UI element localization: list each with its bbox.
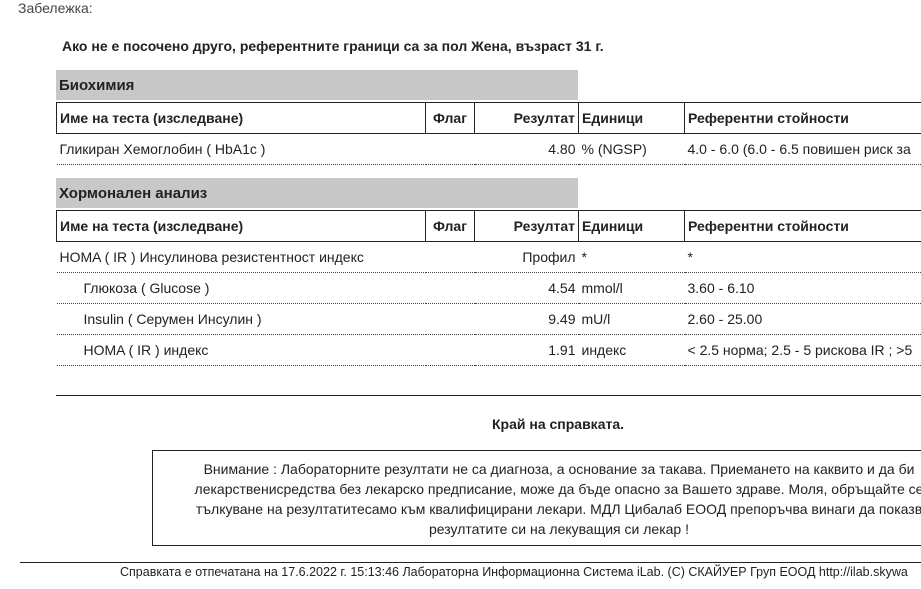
disclaimer-line: Внимание : Лабораторните резултати не са…	[203, 461, 915, 477]
flag	[425, 303, 475, 335]
col-header: Име на теста (изследване)	[56, 210, 426, 242]
test-name: Гликиран Хемоглобин ( HbA1c )	[56, 133, 426, 165]
reference: 3.60 - 6.10	[684, 272, 921, 304]
col-header: Резултат	[474, 102, 579, 134]
disclaimer-line: лекарственисредства без лекарско предпис…	[194, 481, 921, 497]
divider	[56, 395, 921, 396]
test-name: Insulin ( Серумен Инсулин )	[56, 303, 426, 335]
col-header: Референтни стойности	[684, 210, 921, 242]
section-title: Биохимия	[56, 70, 578, 100]
test-name: Глюкоза ( Glucose )	[56, 272, 426, 304]
table: Име на теста (изследване) Флаг Резултат Еди…	[56, 102, 921, 165]
disclaimer-line: тълкуване на резултатитесамо към квалифи…	[195, 501, 921, 517]
section-title: Хормонален анализ	[56, 178, 578, 208]
test-name: HOMA ( IR ) Инсулинова резистентност инд…	[56, 241, 426, 273]
result: 4.54	[474, 272, 579, 304]
flag	[425, 334, 475, 366]
units: mmol/l	[578, 272, 685, 304]
reference: < 2.5 норма; 2.5 - 5 рискова IR ; >5	[684, 334, 921, 366]
reference-note: Ако не е посочено друго, референтните гр…	[62, 38, 604, 54]
result: 9.49	[474, 303, 579, 335]
col-header: Резултат	[474, 210, 579, 242]
col-header: Единици	[578, 102, 685, 134]
result: 1.91	[474, 334, 579, 366]
col-header: Референтни стойности	[684, 102, 921, 134]
result: 4.80	[474, 133, 579, 165]
end-text: Край на справката.	[491, 416, 625, 432]
footer: Справката е отпечатана на 17.6.2022 г. 1…	[120, 565, 908, 579]
col-header: Флаг	[425, 102, 475, 134]
disclaimer-line: резултатите си на лекуващия си лекар !	[429, 521, 689, 537]
note-label: Забележка:	[18, 0, 93, 16]
units: % (NGSP)	[578, 133, 685, 165]
reference: 2.60 - 25.00	[684, 303, 921, 335]
units: *	[578, 241, 685, 273]
col-header: Флаг	[425, 210, 475, 242]
col-header: Име на теста (изследване)	[56, 102, 426, 134]
units: индекс	[578, 334, 685, 366]
footer-line	[20, 562, 921, 563]
flag	[425, 272, 475, 304]
flag	[425, 241, 475, 273]
units: mU/l	[578, 303, 685, 335]
result: Профил	[474, 241, 579, 273]
col-header: Единици	[578, 210, 685, 242]
reference: 4.0 - 6.0 (6.0 - 6.5 повишен риск за	[684, 133, 921, 165]
flag	[425, 133, 475, 165]
disclaimer-box: Внимание : Лабораторните резултати не са…	[152, 450, 921, 546]
test-name: HOMA ( IR ) индекс	[56, 334, 426, 366]
table: Име на теста (изследване) Флаг Резултат Еди…	[56, 210, 921, 366]
reference: *	[684, 241, 921, 273]
